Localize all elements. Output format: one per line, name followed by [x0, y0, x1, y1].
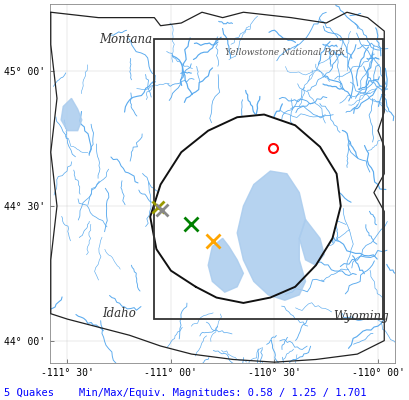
- Polygon shape: [61, 98, 82, 131]
- Bar: [154, 39, 382, 319]
- Polygon shape: [150, 114, 340, 303]
- Text: 5 Quakes    Min/Max/Equiv. Magnitudes: 0.58 / 1.25 / 1.701: 5 Quakes Min/Max/Equiv. Magnitudes: 0.58…: [4, 388, 366, 398]
- Text: Montana: Montana: [99, 33, 151, 46]
- Text: Yellowstone National Park: Yellowstone National Park: [225, 48, 344, 57]
- Polygon shape: [299, 220, 324, 265]
- Text: Idaho: Idaho: [102, 307, 136, 320]
- Polygon shape: [208, 238, 243, 292]
- Polygon shape: [237, 171, 305, 300]
- Text: Wyoming: Wyoming: [333, 310, 388, 323]
